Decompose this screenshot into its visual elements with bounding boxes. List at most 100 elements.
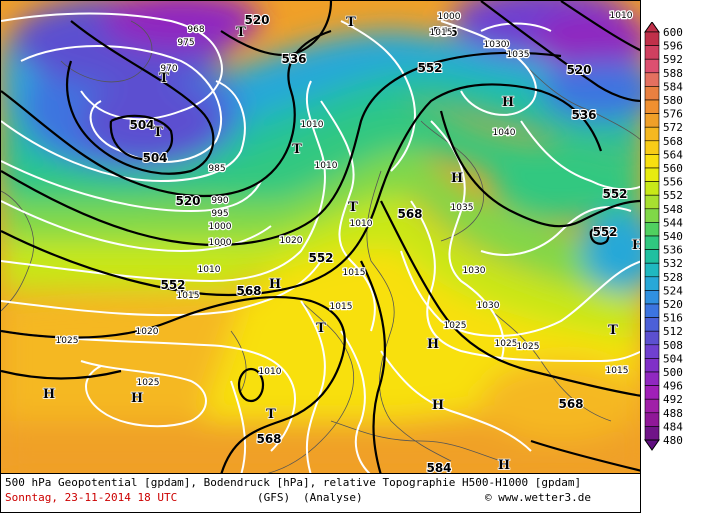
low-pressure-marker: T — [159, 71, 169, 86]
low-pressure-marker: T — [266, 407, 276, 422]
isobar-label: 1025 — [137, 378, 160, 388]
legend-swatch — [644, 330, 660, 346]
isobar-label: 1010 — [259, 367, 282, 377]
low-pressure-marker: T — [348, 200, 358, 215]
high-pressure-marker: H — [632, 238, 641, 253]
isobar-label: 1015 — [330, 302, 353, 312]
legend-label: 500 — [663, 366, 683, 379]
high-pressure-marker: H — [427, 337, 439, 352]
isobar-label: 1035 — [451, 203, 474, 213]
legend-swatch — [644, 385, 660, 400]
legend-swatch — [644, 86, 660, 101]
pressure-system-markers: T T T T T T T T T H H H H H H H H H — [42, 14, 641, 473]
legend-swatch — [644, 140, 660, 155]
legend-label: 520 — [663, 298, 683, 311]
legend-label: 484 — [663, 420, 683, 433]
topography-field — [1, 1, 640, 473]
legend-label: 504 — [663, 352, 683, 365]
legend-swatch — [644, 235, 660, 250]
geopotential-label: 552 — [308, 251, 333, 265]
isobar-label: 1010 — [198, 265, 221, 275]
legend-swatch — [644, 181, 660, 196]
caption-model: (GFS) — [257, 491, 291, 504]
legend-label: 568 — [663, 135, 683, 148]
weather-map: 520 504 536 552 520 536 552 552 536 520 504 552 568 5… — [0, 0, 641, 474]
legend-label: 540 — [663, 230, 683, 243]
legend-swatch — [644, 276, 660, 291]
geopotential-label: 552 — [417, 61, 442, 75]
legend-swatch — [644, 154, 660, 169]
legend-swatch — [644, 72, 660, 87]
geopotential-label: 568 — [236, 284, 261, 298]
legend-label: 544 — [663, 216, 683, 229]
geopotential-label: 568 — [558, 397, 583, 411]
isobar-label: 985 — [208, 164, 225, 174]
legend-label: 532 — [663, 257, 683, 270]
isobar-label: 1025 — [56, 336, 79, 346]
legend-label: 512 — [663, 325, 683, 338]
caption-info: Sonntag, 23-11-2014 18 UTC (GFS) (Analys… — [5, 490, 636, 505]
legend-label: 572 — [663, 121, 683, 134]
high-pressure-marker: H — [43, 387, 55, 402]
legend-label: 556 — [663, 176, 683, 189]
isobar-label: 990 — [211, 196, 228, 206]
low-pressure-marker: T — [292, 142, 302, 157]
legend-top-arrow — [644, 21, 660, 33]
legend-swatch — [644, 398, 660, 414]
legend-label: 496 — [663, 380, 683, 393]
geopotential-label: 504 — [142, 151, 167, 165]
isobar-label: 1015 — [177, 291, 200, 301]
isobars — [1, 12, 640, 473]
isobar-label: 1025 — [495, 339, 518, 349]
isobar-label: 1010 — [301, 120, 324, 130]
geopotential-label: 536 — [571, 108, 596, 122]
geopotential-label: 584 — [426, 461, 451, 474]
legend-label: 524 — [663, 284, 683, 297]
caption-date: Sonntag, 23-11-2014 18 UTC — [5, 491, 178, 504]
legend-label: 588 — [663, 67, 683, 80]
isobar-label: 1020 — [280, 236, 303, 246]
caption-run: (Analyse) — [303, 491, 363, 504]
isobar-label: 1020 — [487, 40, 510, 50]
legend-swatch — [644, 412, 660, 427]
high-pressure-marker: H — [131, 391, 143, 406]
high-pressure-marker: H — [432, 398, 444, 413]
isobar-label: 1040 — [493, 128, 516, 138]
geopotential-label: 568 — [256, 432, 281, 446]
geopotential-label: 520 — [244, 13, 269, 27]
legend-swatch — [644, 317, 660, 332]
legend-swatch — [644, 249, 660, 264]
legend-swatch — [644, 58, 660, 74]
geopotential-label: 552 — [592, 225, 617, 239]
high-pressure-marker: H — [498, 458, 510, 473]
isobar-label: 1025 — [444, 321, 467, 331]
geopotential-label: 568 — [397, 207, 422, 221]
geopotential-contours — [1, 1, 640, 473]
geopotential-label: 552 — [160, 278, 185, 292]
legend-swatch — [644, 99, 660, 114]
isobar-label: 1015 — [606, 366, 629, 376]
geopotential-label: 520 — [175, 194, 200, 208]
isobar-label: 1010 — [350, 219, 373, 229]
isobar-label: 975 — [177, 38, 194, 48]
legend-swatch — [644, 126, 660, 142]
legend-label: 600 — [663, 26, 683, 39]
low-pressure-marker: T — [236, 25, 246, 40]
legend-swatch — [644, 303, 660, 318]
low-pressure-marker: T — [153, 125, 163, 140]
isobar-label: 1010 — [315, 161, 338, 171]
high-pressure-marker: H — [502, 95, 514, 110]
geopotential-label: 536 — [281, 52, 306, 66]
legend-label: 564 — [663, 148, 683, 161]
isobar-label: 1030 — [477, 301, 500, 311]
legend-bottom-arrow — [644, 439, 660, 451]
legend-swatch — [644, 290, 660, 305]
caption-title: 500 hPa Geopotential [gpdam], Bodendruck… — [5, 476, 582, 489]
legend-label: 480 — [663, 434, 683, 447]
legend-swatch — [644, 45, 660, 60]
legend-label: 596 — [663, 40, 683, 53]
legend-label: 548 — [663, 203, 683, 216]
legend-swatch — [644, 426, 660, 441]
legend-label: 528 — [663, 271, 683, 284]
legend-swatch — [644, 262, 660, 278]
